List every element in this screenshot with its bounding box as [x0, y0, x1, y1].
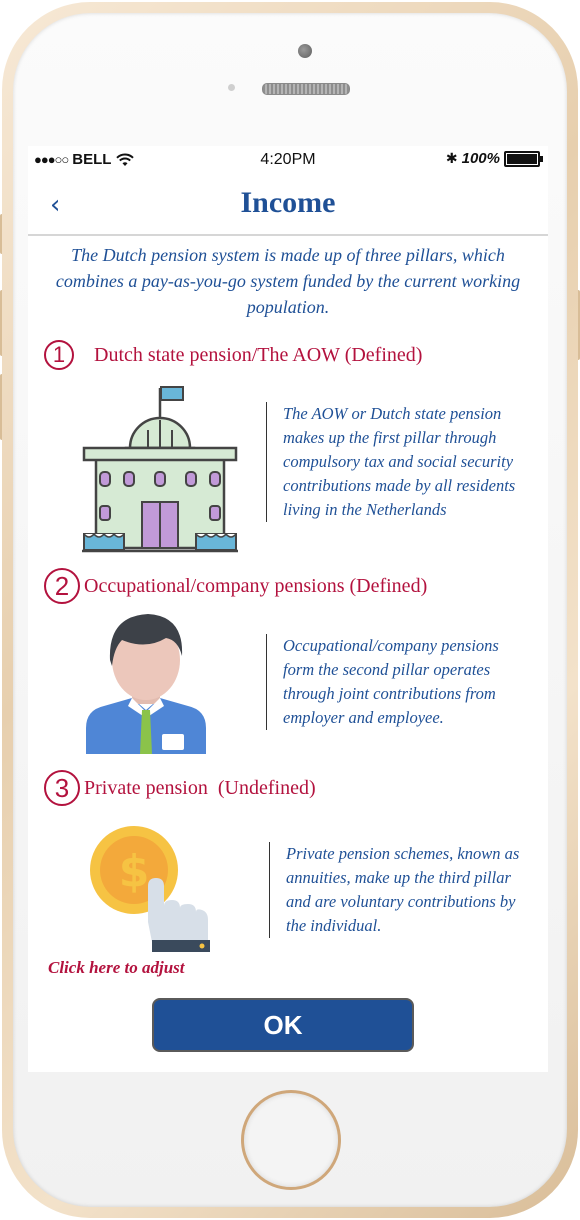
status-time: 4:20PM	[260, 151, 316, 168]
section-title-1: Dutch state pension/The AOW (Defined)	[94, 343, 423, 366]
section-heading-2: 2 Occupational/company pensions (Defined…	[44, 568, 427, 604]
click-adjust-link[interactable]: Click here to adjust	[48, 958, 185, 977]
page-title: Income	[240, 186, 336, 219]
intro-text: The Dutch pension system is made up of t…	[55, 245, 521, 317]
section-number-1: 1	[44, 340, 74, 370]
section-title-2: Occupational/company pensions (Defined)	[84, 574, 428, 597]
battery-percent: 100%	[461, 150, 500, 167]
section-number-3: 3	[44, 770, 80, 806]
ok-button[interactable]: OK	[152, 998, 414, 1052]
hand-dollar-coin-icon: $	[90, 826, 210, 952]
proximity-sensor	[228, 84, 235, 91]
employee-icon	[86, 614, 206, 754]
section-number-2: 2	[44, 568, 80, 604]
government-building-icon	[82, 386, 238, 553]
back-chevron-icon[interactable]: ‹	[50, 190, 61, 220]
carrier-name: BELL	[72, 151, 112, 168]
status-right-group: ✱ 100%	[445, 150, 543, 167]
carrier-group: ●●●○○ BELL	[34, 151, 135, 168]
signal-dots-icon: ●●●○○	[34, 152, 69, 167]
battery-icon	[504, 150, 543, 167]
screen: ●●●○○ BELL 4:20PM ✱ 100% ‹ Income The Du…	[28, 146, 548, 1072]
front-camera	[298, 44, 312, 58]
section-description-2: Occupational/company pensions form the s…	[266, 634, 523, 730]
bluetooth-icon: ✱	[445, 150, 458, 167]
power-button	[576, 290, 580, 360]
home-button[interactable]	[241, 1090, 341, 1190]
wifi-icon	[116, 153, 135, 166]
section-heading-3: 3 Private pension (Undefined)	[44, 770, 316, 806]
navigation-bar: ‹ Income	[28, 174, 548, 236]
status-bar: ●●●○○ BELL 4:20PM ✱ 100%	[28, 146, 548, 174]
section-heading-1: 1 Dutch state pension/The AOW (Defined)	[44, 340, 422, 370]
earpiece-speaker	[262, 83, 350, 95]
section-description-3: Private pension schemes, known as annuit…	[269, 842, 526, 938]
section-title-3: Private pension (Undefined)	[84, 776, 316, 799]
svg-text:$: $	[119, 846, 150, 897]
section-description-1: The AOW or Dutch state pension makes up …	[266, 402, 523, 522]
